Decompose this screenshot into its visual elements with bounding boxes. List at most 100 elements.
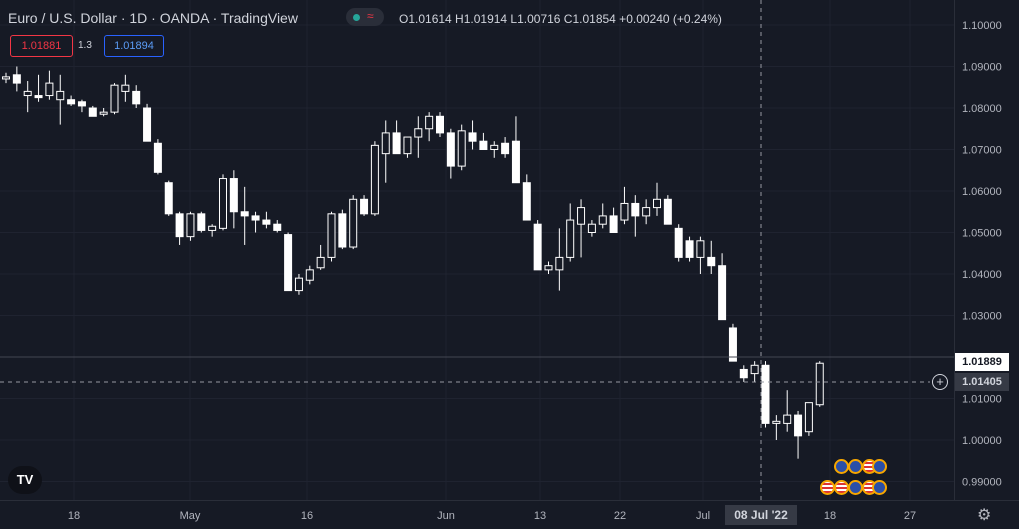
candle-body	[381, 132, 390, 155]
candle-body	[251, 215, 260, 221]
candle-body	[370, 144, 379, 215]
candle	[674, 224, 683, 262]
sell-button[interactable]: 1.01881	[10, 35, 73, 57]
time-axis-label: May	[180, 510, 201, 522]
candle-body	[294, 277, 303, 292]
candle	[45, 70, 54, 100]
candle	[479, 132, 488, 150]
eu-flag-event-icon[interactable]	[872, 459, 887, 474]
eu-flag-event-icon[interactable]	[872, 480, 887, 495]
candle-body	[598, 215, 607, 225]
price-axis-border	[954, 0, 955, 500]
candle-body	[164, 182, 173, 215]
time-axis-label: 16	[301, 510, 313, 522]
candle	[251, 211, 260, 233]
candle	[99, 108, 108, 117]
candle	[511, 116, 520, 184]
candle	[653, 182, 661, 216]
time-axis-label: 18	[824, 510, 836, 522]
candle	[110, 83, 119, 115]
candle-body	[728, 327, 737, 362]
settings-gear-icon[interactable]: ⚙	[977, 507, 992, 524]
candle-body	[522, 182, 531, 221]
candle-body	[392, 132, 401, 155]
candle	[56, 74, 65, 125]
candle	[501, 137, 510, 158]
candle-body	[77, 101, 86, 107]
candle-body	[143, 107, 152, 142]
candle	[522, 174, 531, 221]
candle	[186, 211, 195, 241]
candle-body	[153, 142, 162, 173]
add-alert-plus-icon[interactable]: +	[932, 374, 948, 390]
candle-body	[479, 140, 488, 150]
candle-body	[34, 95, 43, 99]
candle-body	[718, 265, 727, 321]
candle	[143, 103, 152, 142]
candle-body	[544, 265, 553, 271]
candle-body	[815, 362, 824, 406]
candle-body	[501, 142, 510, 155]
candle	[815, 361, 824, 407]
price-axis-label: 1.07000	[962, 145, 1002, 157]
eu-flag-event-icon[interactable]	[848, 459, 863, 474]
us-flag-event-icon[interactable]	[820, 480, 835, 495]
candle-body	[219, 178, 227, 229]
candle-body	[804, 402, 813, 433]
time-axis-border	[0, 500, 1019, 501]
candle	[262, 211, 271, 229]
candle	[490, 141, 499, 158]
candle-body	[750, 364, 759, 375]
candle	[631, 195, 640, 237]
ohlc-values: O1.01614 H1.01914 L1.00716 C1.01854 +0.0…	[399, 12, 722, 26]
candle	[663, 195, 672, 225]
candle-body	[685, 240, 694, 258]
candle-body	[490, 144, 499, 151]
price-axis-label: 1.01000	[962, 394, 1002, 406]
candle-body	[663, 198, 672, 225]
candle	[533, 220, 542, 271]
price-axis-label: 1.06000	[962, 186, 1002, 198]
candle	[446, 128, 455, 179]
eu-flag-event-icon[interactable]	[834, 459, 849, 474]
candle	[208, 224, 217, 237]
candle	[425, 112, 434, 142]
symbol-title[interactable]: Euro / U.S. Dollar · 1D · OANDA · Tradin…	[8, 10, 298, 26]
candle	[229, 170, 238, 229]
tradingview-logo-icon[interactable]: TV	[8, 466, 42, 494]
market-status-pill[interactable]: ≈	[346, 8, 384, 26]
candle	[392, 120, 401, 155]
candles-group	[2, 66, 824, 459]
candle	[772, 415, 781, 440]
candle-body	[468, 132, 477, 142]
candle	[707, 240, 716, 274]
candle-body	[587, 223, 596, 233]
eu-flag-event-icon[interactable]	[848, 480, 863, 495]
candle-body	[577, 207, 586, 225]
candle-body	[338, 213, 347, 248]
time-axis-label: Jun	[437, 510, 455, 522]
candle-body	[273, 223, 282, 231]
candle-body	[761, 364, 770, 424]
candle	[566, 203, 575, 262]
wave-icon: ≈	[367, 9, 374, 23]
time-axis-label: 18	[68, 510, 80, 522]
candle-body	[56, 90, 65, 101]
candle-body	[12, 74, 21, 84]
candle-body	[533, 223, 542, 271]
us-flag-event-icon[interactable]	[834, 480, 849, 495]
time-axis-labels: 18 May 16 Jun 13 22 Jul 18 27	[68, 510, 916, 522]
candle	[609, 207, 618, 233]
candle-body	[642, 207, 651, 217]
price-axis-label: 1.08000	[962, 103, 1002, 115]
candle	[544, 261, 553, 274]
candle-body	[327, 213, 336, 258]
candle	[718, 253, 727, 321]
candle	[153, 139, 162, 175]
candle	[642, 199, 651, 225]
candle	[77, 99, 86, 113]
buy-button[interactable]: 1.01894	[104, 35, 164, 57]
spread-label: 1.3	[78, 40, 92, 51]
